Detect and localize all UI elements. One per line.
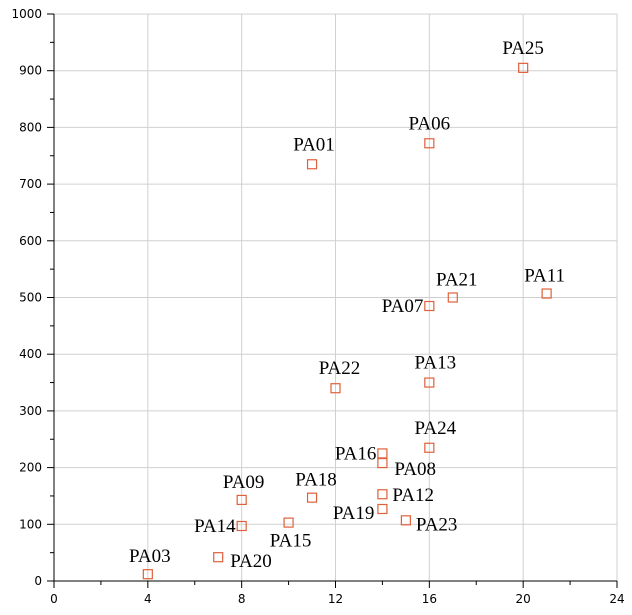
y-tick-label: 700 [19, 177, 42, 191]
point-label-pa07: PA07 [382, 296, 424, 317]
point-label-pa03: PA03 [129, 546, 171, 567]
x-tick-label: 20 [516, 592, 531, 606]
point-label-pa20: PA20 [230, 551, 272, 572]
y-tick-label: 400 [19, 347, 42, 361]
y-tick-label: 500 [19, 291, 42, 305]
point-label-pa14: PA14 [194, 516, 236, 537]
point-marker-pa12 [377, 489, 388, 500]
y-tick-label: 200 [19, 461, 42, 475]
point-label-pa19: PA19 [333, 503, 375, 524]
point-marker-pa14 [236, 520, 247, 532]
point-marker-pa08 [377, 457, 388, 469]
point-marker-pa25 [518, 62, 529, 73]
point-marker-pa11 [541, 288, 552, 299]
y-tick-label: 300 [19, 404, 42, 418]
point-label-pa01: PA01 [293, 134, 335, 155]
point-marker-pa06 [424, 138, 435, 149]
grid-lines [54, 13, 618, 581]
x-tick-label: 4 [144, 592, 152, 606]
point-marker-pa07 [424, 300, 435, 312]
point-labels: PA25 PA06 PA01 PA11 PA21 PA07 PA22 PA13 PA24 PA16… [129, 38, 565, 572]
x-tick-label: 24 [609, 592, 624, 606]
point-marker-pa23 [400, 515, 411, 526]
point-label-pa18: PA18 [295, 470, 337, 491]
point-label-pa06: PA06 [409, 113, 451, 134]
y-tick-label: 600 [19, 234, 42, 248]
y-tick-label: 800 [19, 120, 42, 134]
point-marker-pa13 [424, 377, 435, 388]
point-marker-pa03 [142, 569, 153, 580]
x-tick-label: 0 [50, 592, 58, 606]
x-tick-label: 12 [328, 592, 343, 606]
point-marker-pa20 [213, 552, 224, 563]
x-tick-label: 8 [238, 592, 246, 606]
point-label-pa11: PA11 [524, 266, 565, 287]
point-label-pa08: PA08 [394, 459, 436, 480]
point-label-pa21: PA21 [436, 270, 478, 291]
point-label-pa16: PA16 [335, 443, 377, 464]
x-tick-label: 16 [422, 592, 437, 606]
y-tick-label: 900 [19, 64, 42, 78]
axes [47, 13, 618, 588]
y-tick-label: 0 [34, 574, 42, 588]
point-marker-pa22 [330, 383, 341, 394]
point-label-pa23: PA23 [416, 514, 458, 535]
point-label-pa15: PA15 [270, 531, 312, 552]
y-tick-label: 1000 [11, 7, 42, 21]
point-label-pa24: PA24 [415, 418, 457, 439]
point-label-pa22: PA22 [319, 358, 361, 379]
point-marker-pa19 [377, 503, 388, 515]
point-marker-pa15 [283, 517, 294, 528]
point-label-pa13: PA13 [415, 353, 457, 374]
point-marker-pa09 [236, 494, 247, 506]
y-tick-label: 100 [19, 517, 42, 531]
point-label-pa09: PA09 [223, 472, 265, 493]
point-label-pa12: PA12 [392, 485, 434, 506]
tick-labels: 0 4 8 12 16 20 24 0 100 200 300 400 500 600 700 800 900 1… [11, 7, 624, 606]
point-marker-pa18 [306, 492, 318, 503]
point-marker-pa01 [306, 159, 318, 170]
point-label-pa25: PA25 [502, 38, 544, 59]
point-marker-pa21 [447, 292, 458, 303]
data-points [142, 62, 552, 580]
point-marker-pa24 [424, 442, 435, 453]
point-marker-pa16 [377, 448, 388, 459]
